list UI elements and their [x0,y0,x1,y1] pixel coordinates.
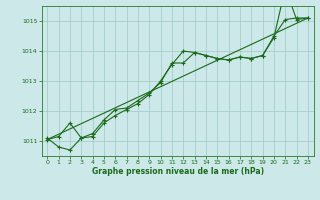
X-axis label: Graphe pression niveau de la mer (hPa): Graphe pression niveau de la mer (hPa) [92,167,264,176]
